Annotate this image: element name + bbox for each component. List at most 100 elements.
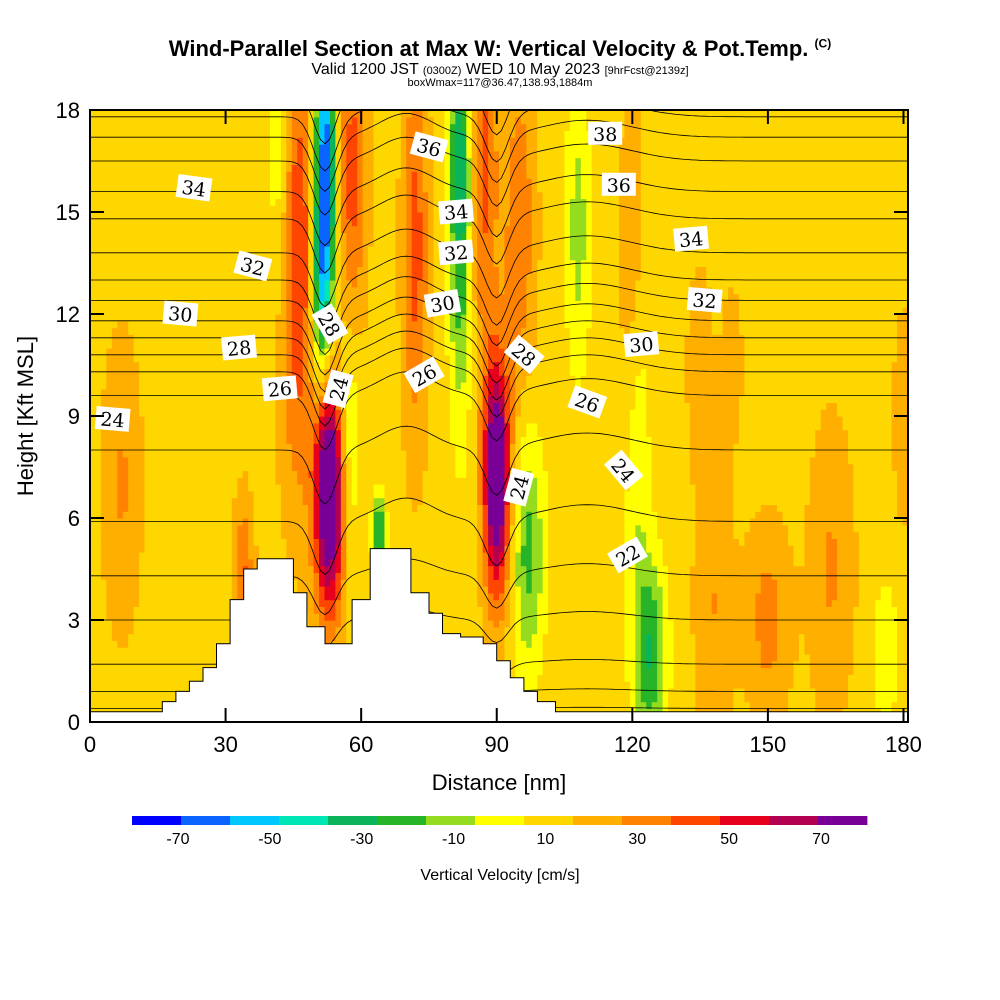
velocity-cell — [520, 436, 544, 444]
velocity-cell — [319, 422, 326, 431]
velocity-cell — [329, 341, 336, 349]
velocity-cell — [428, 456, 456, 465]
velocity-cell — [335, 300, 342, 308]
velocity-cell — [319, 130, 326, 138]
velocity-cell — [319, 205, 331, 213]
velocity-cell — [144, 497, 233, 505]
velocity-cell — [826, 599, 833, 607]
velocity-cell — [526, 531, 533, 539]
velocity-cell — [531, 184, 538, 193]
velocity-cell — [509, 150, 527, 159]
velocity-cell — [335, 191, 342, 199]
velocity-cell — [733, 531, 745, 539]
velocity-cell — [275, 450, 293, 458]
velocity-cell — [537, 259, 566, 267]
velocity-cell — [340, 232, 347, 240]
velocity-cell — [406, 164, 424, 172]
velocity-cell — [826, 558, 838, 567]
velocity-cell — [373, 518, 386, 526]
velocity-cell — [90, 456, 102, 465]
velocity-cell — [537, 497, 549, 505]
velocity-cell — [471, 273, 478, 281]
velocity-cell — [837, 558, 860, 567]
velocity-cell — [351, 484, 358, 492]
velocity-cell — [319, 436, 326, 444]
velocity-cell — [477, 579, 484, 587]
velocity-cell — [280, 150, 287, 159]
velocity-cell — [335, 538, 342, 546]
velocity-cell — [482, 416, 489, 424]
velocity-cell — [90, 402, 102, 410]
velocity-cell — [139, 599, 233, 607]
colorbar-segment — [475, 816, 525, 825]
velocity-cell — [482, 450, 489, 458]
velocity-cell — [449, 110, 456, 118]
velocity-cell — [482, 436, 489, 444]
velocity-cell — [509, 538, 516, 546]
velocity-cell — [340, 191, 347, 199]
velocity-cell — [373, 164, 402, 172]
velocity-cell — [329, 354, 342, 363]
velocity-cell — [875, 626, 898, 635]
velocity-cell — [444, 150, 451, 159]
velocity-cell — [548, 490, 626, 499]
velocity-cell — [591, 164, 620, 172]
velocity-cell — [564, 259, 576, 267]
velocity-cell — [324, 375, 331, 383]
velocity-cell — [526, 572, 533, 580]
velocity-cell — [777, 620, 855, 628]
velocity-cell — [635, 586, 642, 594]
velocity-cell — [106, 586, 140, 594]
velocity-cell — [744, 361, 893, 369]
velocity-cell — [689, 470, 735, 478]
velocity-cell — [646, 402, 691, 410]
velocity-cell — [477, 212, 484, 220]
velocity-cell — [308, 259, 315, 267]
velocity-cell — [449, 395, 473, 403]
velocity-cell — [90, 205, 287, 213]
velocity-cell — [117, 456, 129, 465]
velocity-cell — [526, 150, 538, 159]
velocity-cell — [286, 198, 293, 206]
velocity-cell — [662, 701, 669, 709]
velocity-cell — [362, 137, 375, 145]
velocity-cell — [406, 320, 424, 329]
contour-label-text: 34 — [443, 201, 469, 225]
velocity-cell — [280, 273, 287, 281]
velocity-cell — [286, 538, 309, 546]
velocity-cell — [100, 565, 140, 573]
velocity-cell — [515, 531, 522, 539]
velocity-cell — [319, 572, 326, 580]
velocity-cell — [406, 116, 424, 125]
velocity-cell — [286, 205, 293, 213]
velocity-cell — [139, 592, 233, 601]
velocity-cell — [635, 701, 647, 709]
velocity-cell — [509, 429, 516, 437]
velocity-cell — [646, 660, 653, 669]
velocity-cell — [139, 388, 277, 397]
velocity-cell — [335, 246, 342, 254]
contour-label-box — [261, 375, 298, 402]
x-tick-label: 120 — [614, 732, 651, 757]
velocity-cell — [329, 348, 336, 356]
velocity-cell — [90, 470, 102, 478]
velocity-cell — [635, 293, 691, 301]
velocity-cell — [291, 191, 304, 199]
velocity-cell — [509, 184, 533, 193]
velocity-cell — [308, 171, 315, 179]
velocity-cell — [488, 470, 506, 478]
velocity-cell — [488, 388, 495, 397]
velocity-cell — [504, 402, 511, 410]
velocity-cell — [340, 212, 347, 220]
velocity-cell — [444, 348, 456, 356]
velocity-cell — [477, 497, 484, 505]
velocity-cell — [548, 518, 626, 526]
velocity-cell — [488, 572, 495, 580]
velocity-cell — [662, 633, 675, 641]
velocity-cell — [569, 348, 587, 356]
colorbar-segment — [328, 816, 378, 825]
velocity-cell — [346, 416, 358, 424]
velocity-cell — [499, 382, 506, 390]
velocity-cell — [291, 443, 315, 451]
velocity-cell — [640, 626, 658, 635]
